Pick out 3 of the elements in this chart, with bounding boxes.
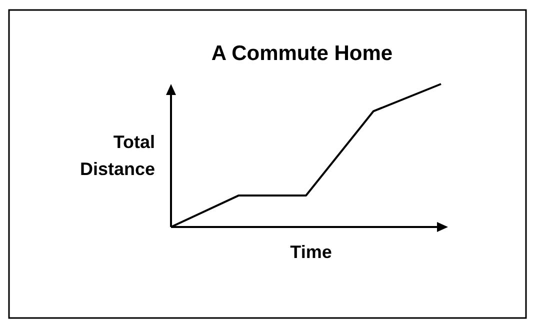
chart-title: A Commute Home bbox=[211, 42, 393, 65]
y-axis-title: Total Distance bbox=[80, 132, 155, 179]
x-axis-title: Time bbox=[290, 242, 332, 262]
